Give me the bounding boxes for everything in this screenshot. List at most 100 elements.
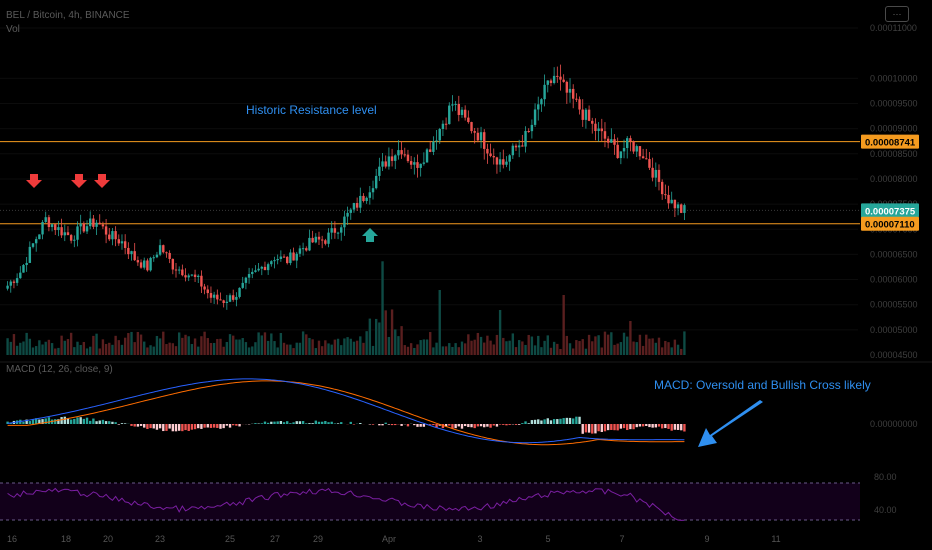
candle-body — [578, 99, 581, 110]
candle-body — [362, 195, 365, 202]
volume-bar — [238, 339, 241, 355]
candle-body — [66, 232, 70, 236]
candle-body — [209, 293, 213, 298]
macd-histogram-bar — [451, 424, 454, 429]
macd-histogram-bar — [673, 424, 677, 430]
volume-bar — [15, 345, 19, 355]
macd-histogram-bar — [85, 417, 89, 424]
volume-bar — [359, 336, 362, 355]
volume-bar — [168, 342, 171, 355]
candle-body — [680, 204, 683, 213]
candle-body — [57, 227, 60, 231]
down-arrow-icon — [71, 174, 87, 188]
candle-body — [524, 131, 527, 147]
candle-body — [168, 252, 171, 259]
down-arrow-icon — [26, 174, 42, 188]
price-tick-label: 0.00005500 — [870, 300, 918, 310]
price-tick-label: 0.00010000 — [870, 73, 918, 83]
volume-bar — [82, 341, 86, 355]
macd-histogram-bar — [330, 421, 333, 424]
volume-bar — [517, 340, 521, 355]
volume-bar — [146, 347, 149, 355]
candle-body — [470, 122, 473, 132]
macd-histogram-bar — [597, 424, 600, 432]
candle-body — [114, 231, 117, 240]
macd-histogram-bar — [305, 423, 308, 424]
volume-bar — [683, 331, 686, 355]
volume-bar — [619, 342, 623, 355]
candle-body — [378, 166, 381, 176]
candle-body — [670, 199, 673, 204]
candle-body — [225, 301, 229, 303]
candle-body — [301, 248, 305, 250]
candle-body — [444, 123, 448, 125]
volume-bar — [622, 332, 626, 355]
volume-bar — [626, 336, 629, 355]
candle-body — [359, 195, 362, 208]
candle-body — [22, 265, 25, 273]
candle-body — [295, 253, 298, 261]
macd-histogram-bar — [73, 418, 76, 424]
volume-bar — [584, 348, 588, 355]
macd-histogram-bar — [6, 421, 9, 424]
macd-histogram-bar — [594, 424, 597, 434]
macd-histogram-bar — [610, 424, 613, 430]
volume-bar — [343, 338, 346, 355]
chart-menu-icon[interactable]: ⋯ — [885, 6, 909, 22]
macd-histogram-bar — [619, 424, 623, 429]
macd-histogram-bar — [225, 424, 229, 426]
candle-body — [374, 175, 378, 189]
candle-body — [41, 221, 44, 235]
candle-body — [314, 236, 318, 243]
candle-body — [38, 234, 41, 240]
volume-bar — [38, 340, 41, 355]
candle-body — [54, 224, 57, 231]
macd-histogram-bar — [209, 424, 213, 428]
candle-body — [432, 141, 435, 152]
candle-body — [181, 269, 184, 276]
volume-bar — [270, 333, 273, 355]
macd-histogram-bar — [34, 418, 38, 424]
candle-body — [9, 281, 12, 286]
candle-body — [483, 132, 486, 149]
volume-bar — [502, 337, 505, 355]
macd-histogram-bar — [540, 420, 543, 424]
macd-histogram-bar — [549, 420, 553, 424]
macd-histogram-bar — [108, 421, 111, 424]
rsi-band — [0, 483, 860, 520]
volume-bar — [565, 335, 569, 355]
macd-histogram-bar — [432, 424, 435, 426]
candle-body — [34, 239, 38, 244]
candle-body — [390, 156, 394, 161]
candle-body — [645, 158, 648, 160]
candle-body — [581, 109, 584, 120]
macd-histogram-bar — [152, 424, 155, 429]
macd-histogram-bar — [155, 424, 159, 430]
macd-histogram-bar — [546, 418, 549, 424]
candle-body — [286, 256, 289, 264]
macd-histogram-bar — [476, 424, 480, 427]
candle-body — [568, 88, 572, 93]
volume-bar — [543, 340, 546, 355]
macd-histogram-bar — [638, 424, 642, 427]
macd-histogram-bar — [587, 424, 591, 433]
macd-histogram-bar — [206, 424, 209, 428]
macd-histogram-bar — [492, 424, 495, 426]
volume-bar — [613, 344, 616, 355]
volume-bar — [235, 339, 238, 355]
candle-body — [111, 231, 114, 240]
macd-histogram-bar — [57, 419, 60, 424]
candle-body — [600, 128, 604, 132]
volume-bar — [470, 340, 473, 355]
volume-bar — [57, 347, 60, 355]
macd-histogram-bar — [505, 424, 508, 426]
volume-bar — [222, 346, 225, 355]
volume-bar — [101, 339, 105, 355]
candle-body — [502, 159, 505, 165]
volume-bar — [546, 335, 549, 355]
volume-bar — [486, 335, 489, 355]
volume-bar — [616, 343, 619, 355]
macd-histogram-bar — [79, 417, 82, 424]
time-tick-label: 20 — [103, 534, 113, 544]
